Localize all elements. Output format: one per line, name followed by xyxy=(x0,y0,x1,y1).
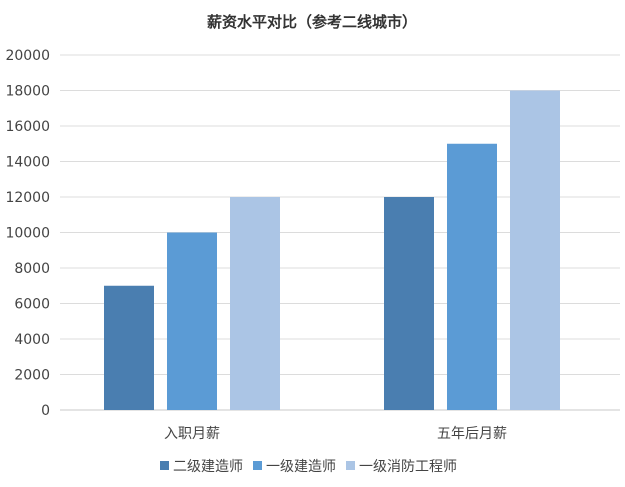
bar xyxy=(447,143,497,410)
legend-label: 二级建造师 xyxy=(173,459,243,475)
y-tick-label: 6000 xyxy=(14,297,50,313)
y-tick-label: 2000 xyxy=(14,368,50,384)
bar xyxy=(384,197,434,410)
bar xyxy=(510,90,560,410)
bar xyxy=(230,197,280,410)
legend-swatch xyxy=(346,461,355,470)
y-tick-label: 20000 xyxy=(5,48,50,64)
bar xyxy=(167,232,217,410)
y-tick-label: 12000 xyxy=(5,190,50,206)
legend-swatch xyxy=(160,461,169,470)
bar xyxy=(104,285,154,410)
y-tick-label: 4000 xyxy=(14,332,50,348)
y-tick-label: 14000 xyxy=(5,155,50,171)
y-tick-label: 16000 xyxy=(5,119,50,135)
chart-title: 薪资水平对比（参考二线城市） xyxy=(207,13,417,31)
y-tick-label: 8000 xyxy=(14,261,50,277)
legend-swatch xyxy=(253,461,262,470)
y-tick-label: 10000 xyxy=(5,226,50,242)
y-tick-label: 0 xyxy=(41,403,50,419)
x-tick-label: 入职月薪 xyxy=(164,426,220,442)
legend-label: 一级建造师 xyxy=(266,459,336,475)
legend-label: 一级消防工程师 xyxy=(359,459,457,475)
x-tick-label: 五年后月薪 xyxy=(437,426,507,442)
y-tick-label: 18000 xyxy=(5,84,50,100)
